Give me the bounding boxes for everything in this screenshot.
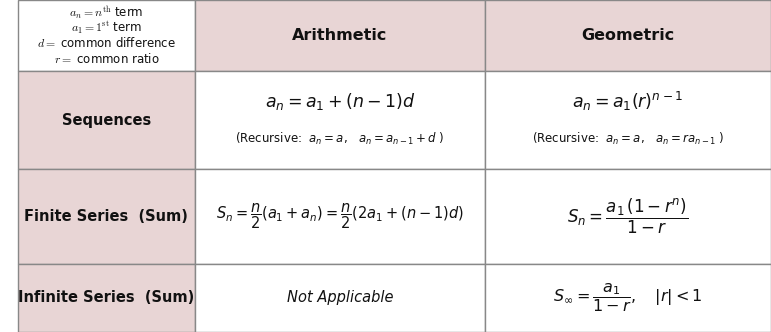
Bar: [18, 264, 195, 332]
Bar: [485, 264, 771, 332]
Text: $S_\infty = \dfrac{a_1}{1-r},\quad |r| < 1$: $S_\infty = \dfrac{a_1}{1-r},\quad |r| <…: [553, 282, 702, 314]
Text: Infinite Series  (Sum): Infinite Series (Sum): [19, 290, 194, 305]
Text: Not Applicable: Not Applicable: [287, 290, 393, 305]
Text: $r =$ common ratio: $r =$ common ratio: [53, 51, 160, 66]
Bar: [195, 169, 485, 264]
Bar: [485, 71, 771, 169]
Text: $a_n = n^{\mathrm{th}}$ term: $a_n = n^{\mathrm{th}}$ term: [69, 4, 143, 22]
Text: $S_n = \dfrac{a_1\,(1 - r^n)}{1 - r}$: $S_n = \dfrac{a_1\,(1 - r^n)}{1 - r}$: [567, 197, 689, 236]
Text: $a_n = a_1 + (n-1)d$: $a_n = a_1 + (n-1)d$: [264, 91, 415, 112]
Bar: [195, 0, 485, 71]
Bar: [485, 0, 771, 71]
Bar: [18, 0, 195, 71]
Text: Sequences: Sequences: [62, 113, 151, 128]
Bar: [195, 264, 485, 332]
Text: Geometric: Geometric: [581, 28, 675, 43]
Text: Arithmetic: Arithmetic: [292, 28, 388, 43]
Bar: [195, 71, 485, 169]
Text: $a_n = a_1\left(r\right)^{n-1}$: $a_n = a_1\left(r\right)^{n-1}$: [572, 90, 684, 113]
Text: $S_n = \dfrac{n}{2}(a_1 + a_n) = \dfrac{n}{2}(2a_1 + (n-1)d)$: $S_n = \dfrac{n}{2}(a_1 + a_n) = \dfrac{…: [216, 202, 464, 231]
Bar: [485, 169, 771, 264]
Bar: [18, 169, 195, 264]
Text: Finite Series  (Sum): Finite Series (Sum): [25, 209, 188, 224]
Text: (Recursive:  $a_n = a$,   $a_n = ra_{n-1}$ ): (Recursive: $a_n = a$, $a_n = ra_{n-1}$ …: [532, 130, 724, 147]
Text: (Recursive:  $a_n = a$,   $a_n = a_{n-1} + d$ ): (Recursive: $a_n = a$, $a_n = a_{n-1} + …: [235, 130, 445, 147]
Bar: [18, 71, 195, 169]
Text: $a_1 = 1^{\mathrm{st}}$ term: $a_1 = 1^{\mathrm{st}}$ term: [71, 20, 142, 37]
Text: $d =$ common difference: $d =$ common difference: [37, 36, 176, 50]
